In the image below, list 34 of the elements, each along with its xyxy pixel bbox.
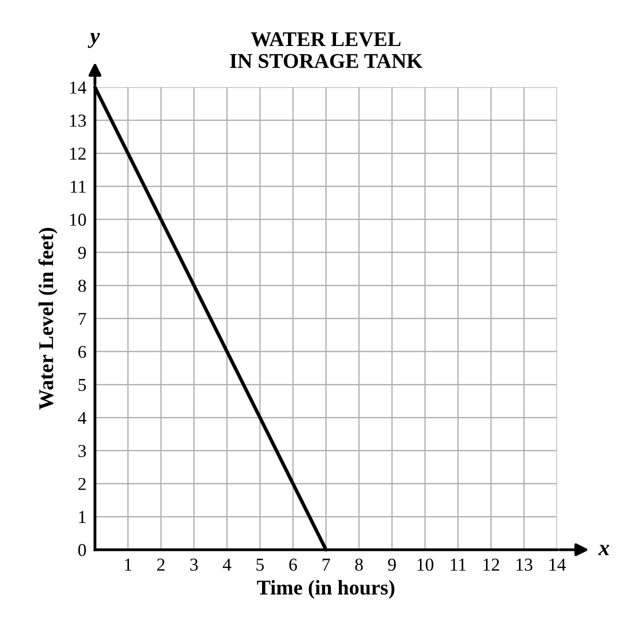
x-tick-label: 5 [256, 558, 264, 571]
x-tick-label: 1 [125, 558, 132, 571]
text: y [88, 32, 100, 48]
x-tick-label: 6 [289, 558, 297, 571]
x-tick-label: 14 [550, 558, 566, 571]
chart-title: WATER LEVEL IN STORAGE TANK [230, 32, 423, 68]
x-axis-title: Time (in hours) [257, 580, 394, 599]
y-tick-label: 12 [70, 148, 86, 160]
x-tick-label: 13 [516, 558, 532, 571]
y-tick-label: 0 [78, 544, 86, 556]
y-tick-label: 2 [78, 478, 86, 490]
x-tick-label: 3 [190, 558, 198, 571]
y-tick-label: 7 [78, 312, 86, 325]
x-tick-label: 8 [355, 558, 363, 571]
y-tick-label: 6 [78, 346, 86, 358]
y-tick-label: 5 [78, 379, 86, 392]
x-tick-label: 4 [222, 558, 232, 571]
text: x [598, 544, 610, 556]
y-axis-title: Water Level (in feet) [38, 228, 58, 410]
y-tick-label: 4 [78, 412, 86, 424]
y-tick-label: 10 [70, 214, 86, 226]
x-tick-label: 10 [418, 558, 434, 571]
x-tick-label: 7 [322, 558, 330, 571]
y-tick-label: 9 [78, 246, 86, 259]
y-tick-label: 13 [70, 114, 86, 127]
x-tick-label: 9 [388, 558, 396, 571]
y-tick-label: 8 [78, 280, 86, 292]
x-tick-label: 12 [484, 558, 500, 571]
x-tick-label: 11 [450, 558, 466, 571]
y-tick-label: 11 [70, 180, 86, 193]
x-tick-label: 2 [157, 558, 164, 571]
y-tick-label: 1 [79, 511, 86, 523]
y-tick-label: 14 [70, 82, 86, 94]
y-tick-label: 3 [78, 444, 86, 458]
